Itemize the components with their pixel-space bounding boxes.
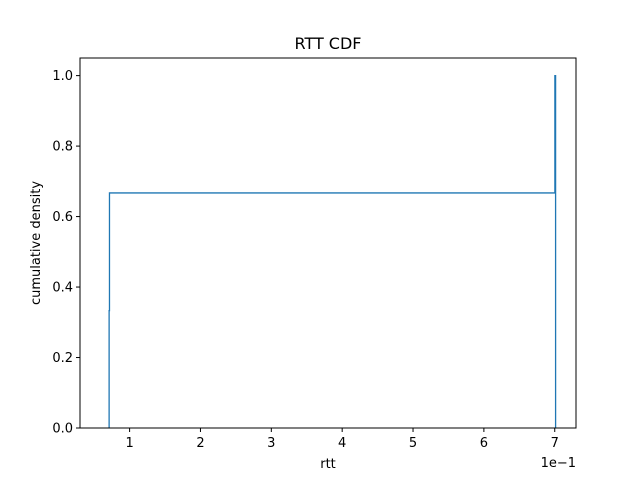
x-tick-label: 2 <box>196 436 204 451</box>
y-tick-label: 0.0 <box>52 422 73 437</box>
chart-title: RTT CDF <box>295 34 362 53</box>
y-tick-label: 0.4 <box>52 281 73 296</box>
x-tick-label: 3 <box>267 436 275 451</box>
y-tick-label: 1.0 <box>52 69 73 84</box>
y-tick-label: 0.2 <box>52 351 73 366</box>
x-tick-label: 1 <box>125 436 133 451</box>
cdf-series-line-1 <box>108 74 557 428</box>
x-axis-ticks: 1 2 3 4 5 6 7 <box>125 428 559 451</box>
y-tick-label: 0.8 <box>52 140 73 155</box>
axes-frame <box>79 57 577 429</box>
x-axis-label: rtt <box>320 457 336 472</box>
y-axis-ticks: 0.0 0.2 0.4 0.6 0.8 1.0 <box>52 69 80 437</box>
x-offset-label: 1e−1 <box>541 456 576 471</box>
x-tick-label: 4 <box>338 436 346 451</box>
x-tick-label: 5 <box>409 436 417 451</box>
plot-area <box>108 74 557 428</box>
x-tick-label: 6 <box>480 436 488 451</box>
y-axis-label: cumulative density <box>29 181 44 305</box>
x-tick-label: 7 <box>551 436 559 451</box>
y-tick-label: 0.6 <box>52 210 73 225</box>
